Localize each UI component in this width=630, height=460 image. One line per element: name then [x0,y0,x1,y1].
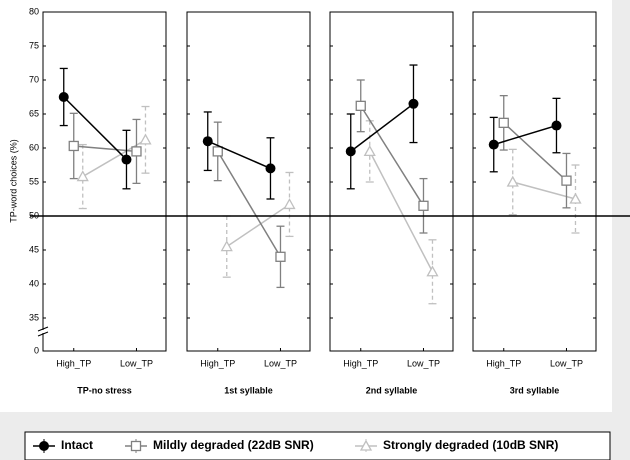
legend-marker [130,440,142,452]
y-tick-label: 65 [29,108,39,118]
point [345,146,356,157]
y-tick-label: 40 [29,278,39,288]
legend-marker [39,441,49,451]
x-tick-label: High_TP [56,358,91,368]
y-tick-label: 70 [29,74,39,84]
point [363,145,376,157]
background-strip [612,0,630,460]
panel-frame [472,11,597,352]
point [121,154,132,165]
panel-frame [42,11,167,352]
series-line [82,139,146,178]
series-line [350,103,414,152]
panel-title: 2nd syllable [366,385,418,395]
legend-label: Mildly degraded (22dB SNR) [153,438,314,452]
point [408,98,419,109]
point [551,120,562,131]
x-tick-label: High_TP [343,358,378,368]
series-line [217,151,282,258]
point [202,136,213,147]
point [418,200,429,211]
point [569,192,582,204]
y-tick-label: 60 [29,142,39,152]
y-tick-label: 45 [29,244,39,254]
point [220,240,233,252]
panel-frame [329,11,454,352]
point [68,140,79,152]
legend-label: Intact [61,438,93,452]
series-line [207,140,271,170]
point [561,175,572,186]
x-tick-label: Low_TP [120,358,153,368]
panel-title: 1st syllable [224,385,273,395]
y-axis-label: TP-word choices (%) [8,139,18,223]
legend-marker [359,439,373,451]
y-tick-label: 0 [34,345,39,355]
axis-break [37,331,49,337]
axis-break [37,326,49,332]
panel-title: TP-no stress [77,385,132,395]
point [498,117,509,128]
y-tick-label: 35 [29,312,39,322]
point [355,100,366,111]
series-line [63,96,128,161]
point [131,146,142,157]
y-tick-label: 55 [29,176,39,186]
panel-frame [186,11,311,352]
point [488,139,499,150]
point [265,163,276,174]
series-line [512,181,576,200]
series-line [360,105,425,207]
point [283,198,296,210]
y-tick-label: 75 [29,40,39,50]
point [58,92,69,102]
point [506,175,519,187]
x-tick-label: High_TP [200,358,235,368]
y-tick-label: 80 [29,6,39,16]
panel-title: 3rd syllable [510,385,560,395]
legend-box [24,431,611,460]
legend-label: Strongly degraded (10dB SNR) [383,438,558,452]
series-line [493,124,557,146]
point [275,251,286,262]
series-line [503,122,567,182]
series-line [369,151,434,273]
point [76,170,89,182]
series-line [226,203,290,248]
x-tick-label: High_TP [486,358,521,368]
point [212,146,223,157]
x-tick-label: Low_TP [407,358,440,368]
x-tick-label: Low_TP [264,358,297,368]
point [139,133,152,145]
point [426,265,439,277]
x-tick-label: Low_TP [550,358,583,368]
